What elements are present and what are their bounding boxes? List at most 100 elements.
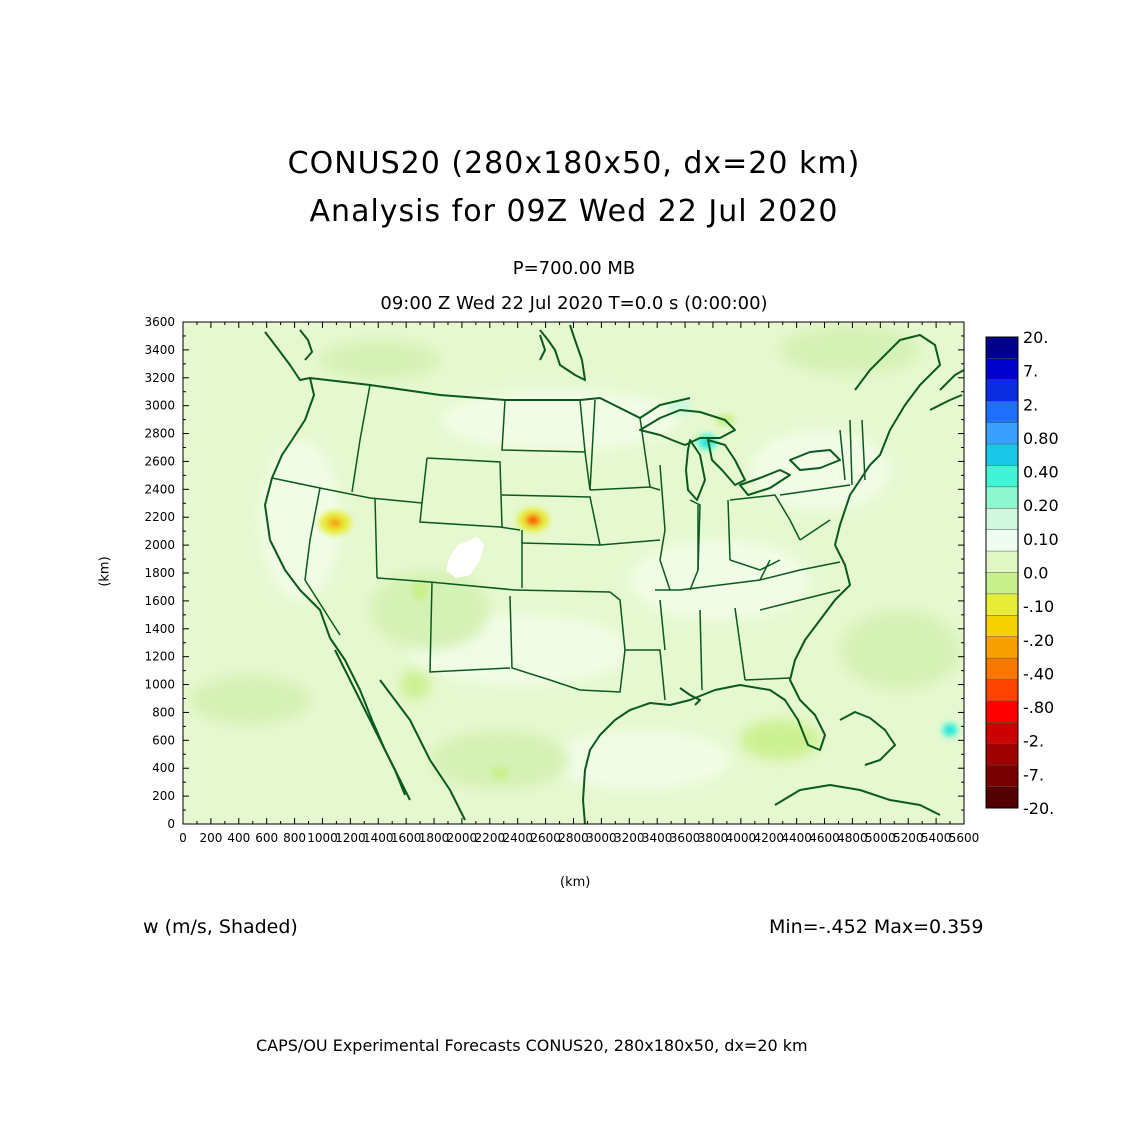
colorbar-label: -7. (1023, 765, 1044, 784)
colorbar-swatch (986, 508, 1018, 530)
x-tick-label: 1200 (335, 831, 366, 845)
y-tick-label: 800 (152, 705, 175, 719)
axis-ticks (182, 321, 965, 825)
x-tick-label: 2600 (530, 831, 561, 845)
y-tick-label: 0 (167, 817, 175, 831)
colorbar-label: -.80 (1023, 698, 1054, 717)
colorbar-label: -.10 (1023, 597, 1054, 616)
colorbar-label: -20. (1023, 799, 1054, 818)
colorbar-swatch (986, 465, 1018, 488)
x-tick-label: 2000 (447, 831, 478, 845)
colorbar-swatch (986, 743, 1018, 766)
colorbar-swatch (986, 658, 1018, 680)
x-tick-label: 2400 (502, 831, 533, 845)
x-tick-label: 3800 (698, 831, 729, 845)
x-tick-label: 3200 (614, 831, 645, 845)
y-tick-label: 2400 (144, 482, 175, 496)
x-tick-label: 1400 (363, 831, 394, 845)
colorbar-swatch (986, 615, 1018, 638)
colorbar-swatch (986, 786, 1018, 809)
colorbar (985, 336, 1019, 809)
y-tick-label: 1200 (144, 650, 175, 664)
x-tick-label: 3600 (670, 831, 701, 845)
y-tick-label: 3000 (144, 399, 175, 413)
colorbar-swatch (986, 401, 1018, 423)
colorbar-swatch (986, 636, 1018, 659)
colorbar-swatch (986, 679, 1018, 702)
colorbar-swatch (986, 486, 1018, 509)
colorbar-swatch (986, 422, 1018, 445)
colorbar-swatch (986, 593, 1018, 616)
x-tick-label: 4800 (837, 831, 868, 845)
y-tick-label: 600 (152, 733, 175, 747)
colorbar-swatch (986, 337, 1018, 359)
colorbar-label: 2. (1023, 395, 1038, 414)
y-tick-label: 2000 (144, 538, 175, 552)
colorbar-swatch (986, 572, 1018, 595)
y-tick-label: 1000 (144, 678, 175, 692)
x-tick-label: 4000 (726, 831, 757, 845)
colorbar-swatch (986, 444, 1018, 466)
map-outlines (264, 324, 964, 824)
colorbar-label: 0.20 (1023, 496, 1059, 515)
field-label: w (m/s, Shaded) (143, 916, 298, 938)
x-tick-label: 200 (199, 831, 222, 845)
y-tick-label: 3400 (144, 343, 175, 357)
y-tick-label: 200 (152, 789, 175, 803)
x-tick-label: 3000 (586, 831, 617, 845)
colorbar-swatch (986, 765, 1018, 787)
x-tick-label: 5200 (893, 831, 924, 845)
pressure-level: P=700.00 MB (512, 258, 636, 279)
shaded-w-field (183, 322, 964, 824)
title-line-2: Analysis for 09Z Wed 22 Jul 2020 (309, 194, 839, 229)
axis-tick-labels: 0 200 400 600 800 100012001400160018002000220… (144, 315, 979, 845)
x-axis-label: (km) (560, 875, 591, 890)
colorbar-label: -2. (1023, 732, 1044, 751)
colorbar-frame (985, 336, 1019, 809)
x-tick-label: 1000 (307, 831, 338, 845)
x-tick-label: 4600 (809, 831, 840, 845)
x-tick-label: 2800 (558, 831, 589, 845)
x-tick-label: 400 (227, 831, 250, 845)
x-tick-label: 5600 (949, 831, 980, 845)
colorbar-swatch (986, 551, 1018, 573)
colorbar-swatch (986, 529, 1018, 552)
y-tick-label: 1800 (144, 566, 175, 580)
colorbar-label: -.40 (1023, 664, 1054, 683)
x-tick-label: 1800 (419, 831, 450, 845)
x-tick-label: 0 (179, 831, 187, 845)
y-tick-label: 2200 (144, 510, 175, 524)
x-tick-label: 2200 (475, 831, 506, 845)
x-tick-label: 5000 (865, 831, 896, 845)
footer-credit: CAPS/OU Experimental Forecasts CONUS20, … (256, 1036, 808, 1055)
y-tick-label: 2600 (144, 454, 175, 468)
x-tick-label: 5400 (921, 831, 952, 845)
colorbar-label: 0.80 (1023, 429, 1059, 448)
title-line-1: CONUS20 (280x180x50, dx=20 km) (287, 146, 861, 181)
y-tick-label: 3200 (144, 371, 175, 385)
colorbar-label: 0.0 (1023, 564, 1048, 583)
x-tick-label: 800 (283, 831, 306, 845)
y-tick-label: 1600 (144, 594, 175, 608)
x-tick-label: 1600 (391, 831, 422, 845)
x-tick-label: 3400 (642, 831, 673, 845)
y-tick-label: 3600 (144, 315, 175, 329)
y-tick-label: 2800 (144, 427, 175, 441)
y-tick-label: 400 (152, 761, 175, 775)
valid-time: 09:00 Z Wed 22 Jul 2020 T=0.0 s (0:00:00… (380, 293, 768, 314)
state-boundaries (271, 384, 866, 701)
y-tick-label: 1400 (144, 622, 175, 636)
colorbar-swatch (986, 379, 1018, 402)
y-axis-label: (km) (97, 556, 113, 587)
x-tick-label: 4400 (781, 831, 812, 845)
colorbar-swatch (986, 358, 1018, 381)
colorbar-label: 20. (1023, 328, 1048, 347)
colorbar-label: 7. (1023, 362, 1038, 381)
colorbar-label: -.20 (1023, 631, 1054, 650)
min-max-label: Min=-.452 Max=0.359 (769, 916, 984, 938)
colorbar-labels: 20. 7. 2. 0.80 0.40 0.20 0.10 0.0 -.10 -.20 -.40 -.… (1023, 328, 1059, 818)
colorbar-label: 0.10 (1023, 530, 1059, 549)
colorbar-swatch (986, 700, 1018, 723)
colorbar-label: 0.40 (1023, 463, 1059, 482)
